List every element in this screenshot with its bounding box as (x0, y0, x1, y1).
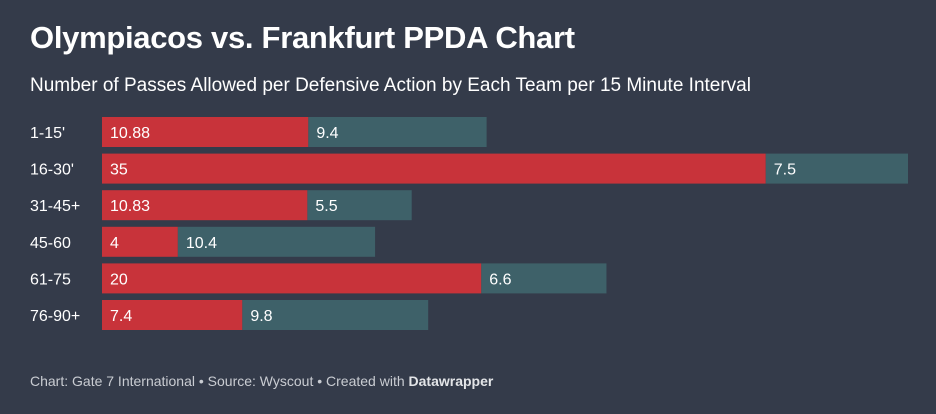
category-label: 31-45+ (30, 198, 80, 215)
category-label: 76-90+ (30, 308, 80, 325)
data-label-frankfurt: 9.8 (250, 308, 272, 325)
data-label-frankfurt: 5.5 (315, 198, 337, 215)
bar-frankfurt (177, 226, 376, 257)
data-label-olympiacos: 20 (110, 271, 128, 288)
data-label-olympiacos: 4 (110, 235, 119, 252)
bar-frankfurt (307, 190, 412, 221)
category-label: 1-15' (30, 125, 65, 142)
data-label-olympiacos: 7.4 (110, 308, 132, 325)
bar-frankfurt (242, 300, 429, 330)
bar-olympiacos (102, 300, 243, 330)
chart-title: Olympiacos vs. Frankfurt PPDA Chart (30, 20, 575, 55)
data-label-olympiacos: 10.83 (110, 198, 150, 215)
bar-olympiacos (102, 153, 766, 184)
data-label-frankfurt: 10.4 (186, 235, 217, 252)
bar-olympiacos (102, 117, 309, 147)
footer-brand: Datawrapper (408, 373, 494, 389)
bar-frankfurt (308, 117, 487, 147)
category-label: 61-75 (30, 271, 71, 288)
chart-subtitle: Number of Passes Allowed per Defensive A… (30, 75, 751, 96)
category-label: 45-60 (30, 235, 71, 252)
data-label-frankfurt: 6.6 (489, 271, 511, 288)
category-label: 16-30' (30, 162, 74, 179)
footer-credits: Chart: Gate 7 International • Source: Wy… (30, 373, 409, 389)
bar-olympiacos (102, 226, 178, 257)
chart-footer: Chart: Gate 7 International • Source: Wy… (30, 373, 493, 389)
data-label-frankfurt: 9.4 (316, 125, 338, 142)
bar-frankfurt (481, 263, 607, 294)
bar-olympiacos (102, 190, 308, 221)
bar-frankfurt (765, 153, 908, 184)
data-label-olympiacos: 35 (110, 162, 128, 179)
bar-olympiacos (102, 263, 482, 294)
data-label-frankfurt: 7.5 (774, 162, 796, 179)
data-label-olympiacos: 10.88 (110, 125, 150, 142)
